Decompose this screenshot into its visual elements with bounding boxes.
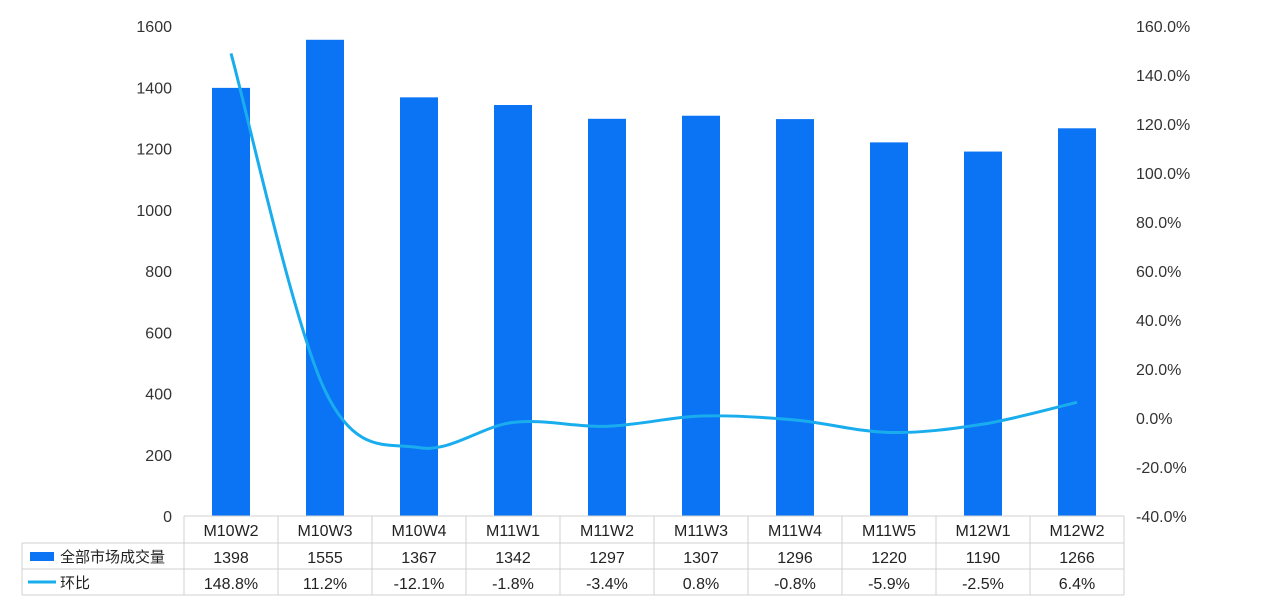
line-value-cell: 11.2% bbox=[303, 576, 347, 593]
bar bbox=[212, 87, 250, 517]
category-label: M10W3 bbox=[297, 523, 352, 540]
line-path bbox=[229, 53, 1078, 450]
bar bbox=[682, 115, 720, 516]
line-value-cell: 6.4% bbox=[1059, 576, 1095, 593]
bar-value-cell: 1367 bbox=[401, 550, 437, 567]
line-value-cell: 148.8% bbox=[204, 576, 258, 593]
line-value-cell: -1.8% bbox=[492, 576, 534, 593]
bar-value-cell: 1220 bbox=[871, 550, 907, 567]
category-label: M10W2 bbox=[203, 523, 258, 540]
legend-line-name: 环比 bbox=[60, 574, 90, 592]
right-axis-tick-label: 80.0% bbox=[1136, 215, 1181, 232]
right-axis-tick-label: 160.0% bbox=[1136, 19, 1190, 36]
left-axis-tick-label: 800 bbox=[145, 264, 172, 281]
line-series bbox=[229, 53, 1078, 450]
bar bbox=[776, 119, 814, 516]
right-axis-tick-label: 140.0% bbox=[1136, 68, 1190, 85]
right-axis-tick-label: 40.0% bbox=[1136, 313, 1181, 330]
line-value-cell: -0.8% bbox=[774, 576, 816, 593]
bar-series bbox=[212, 39, 1096, 517]
category-label: M12W2 bbox=[1049, 523, 1104, 540]
bar-value-cell: 1342 bbox=[495, 550, 531, 567]
right-axis-tick-label: 20.0% bbox=[1136, 362, 1181, 379]
left-axis-tick-label: 1600 bbox=[136, 19, 172, 36]
bar-value-cell: 1398 bbox=[213, 550, 249, 567]
line-value-cell: 0.8% bbox=[683, 576, 719, 593]
legend-bar-name: 全部市场成交量 bbox=[60, 548, 165, 566]
right-axis-tick-label: 100.0% bbox=[1136, 166, 1190, 183]
line-value-cell: -2.5% bbox=[962, 576, 1004, 593]
category-label: M11W1 bbox=[486, 523, 540, 540]
left-y-axis: 0 200 400 600 800 1000 1200 1400 1600 bbox=[136, 19, 172, 526]
bar-value-cell: 1296 bbox=[777, 550, 813, 567]
left-axis-tick-label: 0 bbox=[163, 509, 172, 526]
right-axis-tick-label: 120.0% bbox=[1136, 117, 1190, 134]
left-axis-tick-label: 200 bbox=[145, 448, 172, 465]
left-axis-tick-label: 1000 bbox=[136, 203, 172, 220]
category-label: M11W3 bbox=[674, 523, 728, 540]
bar bbox=[870, 142, 908, 516]
line-value-cell: -12.1% bbox=[394, 576, 445, 593]
bar-value-cell: 1297 bbox=[589, 550, 625, 567]
left-axis-tick-label: 400 bbox=[145, 387, 172, 404]
bar bbox=[306, 39, 344, 516]
bar-value-cell: 1190 bbox=[966, 550, 1001, 567]
category-label: M11W4 bbox=[768, 523, 822, 540]
left-axis-tick-label: 1200 bbox=[136, 142, 172, 159]
bar-value-cell: 1555 bbox=[307, 550, 343, 567]
bar bbox=[964, 151, 1002, 516]
category-label: M12W1 bbox=[955, 523, 1010, 540]
bar-value-cell: 1266 bbox=[1059, 550, 1095, 567]
bar bbox=[588, 118, 626, 516]
category-label: M10W4 bbox=[391, 523, 446, 540]
bar bbox=[400, 97, 438, 516]
left-axis-tick-label: 600 bbox=[145, 325, 172, 342]
line-value-cell: -5.9% bbox=[868, 576, 910, 593]
line-value-cell: -3.4% bbox=[586, 576, 628, 593]
bar bbox=[1058, 128, 1096, 516]
bar-value-cell: 1307 bbox=[683, 550, 719, 567]
category-label: M11W5 bbox=[862, 523, 916, 540]
right-axis-tick-label: -40.0% bbox=[1136, 509, 1187, 526]
category-label: M11W2 bbox=[580, 523, 634, 540]
left-axis-tick-label: 1400 bbox=[136, 80, 172, 97]
right-y-axis: -40.0% -20.0% 0.0% 20.0% 40.0% 60.0% 80.0% 100.… bbox=[1136, 19, 1190, 526]
legend-bar-swatch bbox=[30, 552, 54, 561]
right-axis-tick-label: 0.0% bbox=[1136, 411, 1172, 428]
bar bbox=[494, 105, 532, 516]
data-table: M10W2 M10W3 M10W4 M11W1 M11W2 M11W3 M11W4 M11W5… bbox=[21, 515, 1125, 596]
right-axis-tick-label: -20.0% bbox=[1136, 460, 1187, 477]
right-axis-tick-label: 60.0% bbox=[1136, 264, 1181, 281]
